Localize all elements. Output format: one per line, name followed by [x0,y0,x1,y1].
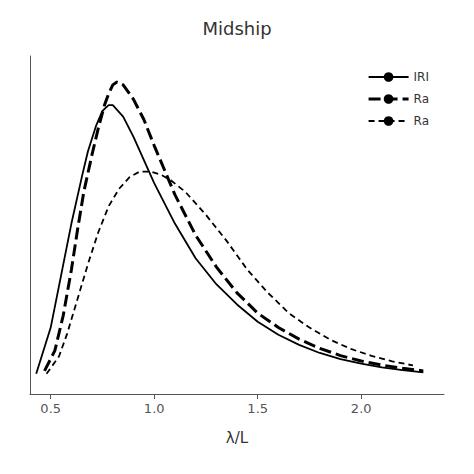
svg-text:IRI: IRI [414,70,429,84]
svg-text:1.5: 1.5 [247,401,268,416]
svg-text:2.0: 2.0 [351,401,372,416]
svg-text:1.0: 1.0 [144,401,165,416]
svg-text:λ/L: λ/L [226,429,249,447]
svg-text:Ra: Ra [414,92,429,106]
svg-text:0.5: 0.5 [40,401,61,416]
svg-text:Ra: Ra [414,114,429,128]
svg-text:Midship: Midship [202,18,271,39]
